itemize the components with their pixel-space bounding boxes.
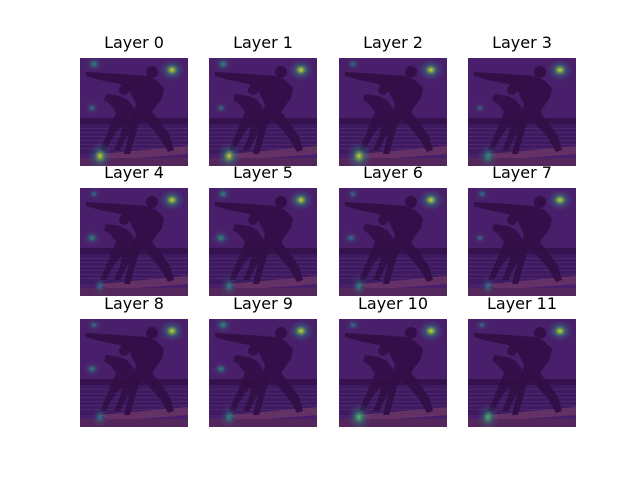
attention-hotspot [213, 188, 233, 203]
attention-hotspot [219, 273, 239, 296]
heatmap-image [80, 319, 188, 427]
heatmap-panel [468, 319, 576, 427]
subplot-title: Layer 7 [492, 163, 552, 182]
attention-hotspot [85, 188, 103, 202]
subplot-title: Layer 0 [104, 33, 164, 52]
attention-hotspot [417, 58, 445, 82]
attention-hotspot [417, 319, 445, 343]
attention-hotspot [476, 402, 500, 427]
heatmap-image [209, 188, 317, 296]
attention-hotspot [344, 319, 362, 333]
heatmap-panel [80, 188, 188, 296]
attention-hotspot [82, 360, 102, 378]
heatmap-image [339, 319, 447, 427]
heatmap-panel [468, 58, 576, 166]
attention-hotspot [287, 58, 315, 82]
attention-hotspot [84, 58, 104, 73]
attention-hotspot [417, 188, 445, 212]
attention-hotspot [90, 404, 110, 427]
attention-hotspot [473, 319, 491, 333]
attention-hotspot [158, 188, 186, 212]
attention-hotspot [341, 230, 361, 246]
heatmap-panel [468, 188, 576, 296]
attention-hotspot [83, 100, 101, 116]
heatmap-panel [339, 319, 447, 427]
attention-hotspot [479, 273, 497, 296]
heatmap-panel [339, 188, 447, 296]
attention-hotspot [91, 274, 109, 296]
attention-hotspot [213, 58, 233, 73]
heatmap-image [339, 188, 447, 296]
subplot-title: Layer 8 [104, 294, 164, 313]
heatmap-image [209, 58, 317, 166]
subplot-title: Layer 1 [233, 33, 293, 52]
heatmap-image [80, 58, 188, 166]
attention-hotspot [473, 188, 491, 202]
subplot-title: Layer 4 [104, 163, 164, 182]
attention-hotspot [212, 319, 234, 334]
heatmap-panel [80, 319, 188, 427]
attention-hotspot [219, 404, 239, 427]
attention-hotspot [82, 229, 102, 247]
heatmap-image [468, 188, 576, 296]
attention-hotspot [287, 188, 315, 212]
subplot-title: Layer 6 [363, 163, 423, 182]
attention-hotspot [85, 319, 103, 333]
subplot-title: Layer 10 [357, 294, 429, 313]
attention-hotspot [158, 58, 186, 82]
heatmap-image [468, 58, 576, 166]
heatmap-panel [209, 58, 317, 166]
subplot-title: Layer 5 [233, 163, 293, 182]
heatmap-image [468, 319, 576, 427]
heatmap-panel [80, 58, 188, 166]
heatmap-panel [209, 188, 317, 296]
subplot-title: Layer 9 [233, 294, 293, 313]
attention-hotspot [477, 142, 499, 166]
heatmap-panel [339, 58, 447, 166]
attention-hotspot [287, 319, 315, 343]
attention-hotspot [210, 229, 232, 247]
attention-hotspot [344, 58, 362, 72]
attention-hotspot [158, 319, 186, 343]
attention-hotspot [346, 402, 372, 427]
attention-hotspot [546, 58, 574, 82]
attention-hotspot [546, 188, 574, 212]
heatmap-image [80, 188, 188, 296]
attention-hotspot [546, 319, 574, 343]
subplot-title: Layer 2 [363, 33, 423, 52]
attention-hotspot [216, 140, 242, 166]
attention-hotspot [471, 230, 489, 246]
heatmap-panel [209, 319, 317, 427]
attention-hotspot [345, 140, 373, 166]
subplot-title: Layer 3 [492, 33, 552, 52]
subplot-title: Layer 11 [486, 294, 558, 313]
heatmap-image [339, 58, 447, 166]
attention-hotspot [212, 100, 230, 116]
attention-hotspot [472, 101, 488, 115]
attention-hotspot [211, 360, 231, 378]
attention-hotspot [87, 140, 113, 166]
attention-hotspot [344, 188, 362, 202]
attention-hotspot [349, 273, 369, 296]
heatmap-image [209, 319, 317, 427]
